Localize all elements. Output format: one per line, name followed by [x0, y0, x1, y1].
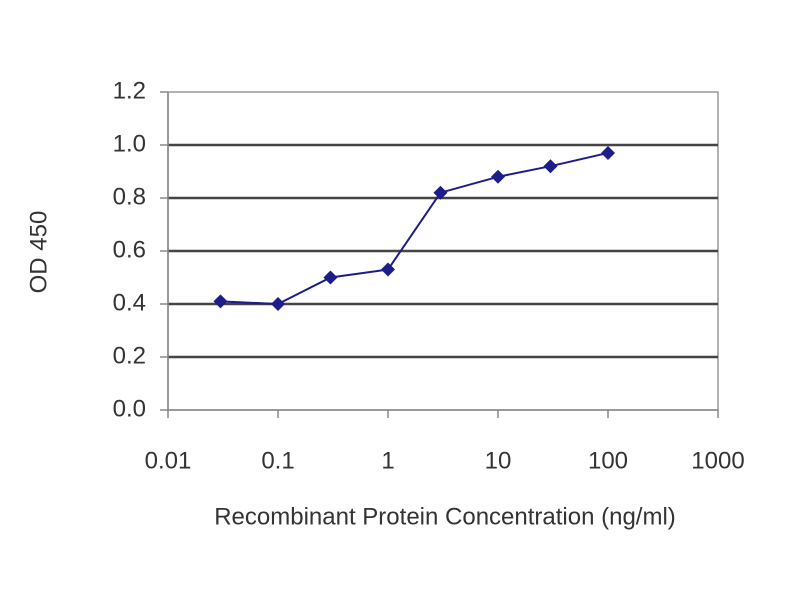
y-tick-label: 0.8: [113, 183, 146, 210]
y-tick-label: 1.0: [113, 130, 146, 157]
data-line: [220, 151, 609, 306]
data-point: [323, 270, 338, 285]
y-tick-label: 0.6: [113, 236, 146, 263]
data-point: [491, 169, 505, 184]
y-tick-label: 1.2: [113, 77, 146, 104]
y-tick-label: 0.2: [113, 342, 146, 369]
y-tick-label: 0.4: [113, 289, 146, 316]
data-point: [213, 294, 228, 309]
x-tick-label: 1: [381, 447, 394, 474]
data-point: [381, 262, 395, 277]
y-axis-label: OD 450: [25, 211, 52, 294]
data-point: [271, 297, 285, 311]
x-tick-label: 100: [588, 447, 628, 474]
data-point: [601, 145, 615, 160]
data-point: [543, 159, 558, 174]
x-axis-label: Recombinant Protein Concentration (ng/ml…: [214, 503, 676, 530]
y-tick-label: 0.0: [113, 395, 146, 422]
x-tick-label: 0.01: [145, 447, 192, 474]
x-tick-label: 0.1: [261, 447, 294, 474]
x-tick-label: 1000: [691, 447, 744, 474]
x-tick-label: 10: [485, 447, 512, 474]
data-point: [433, 185, 448, 200]
